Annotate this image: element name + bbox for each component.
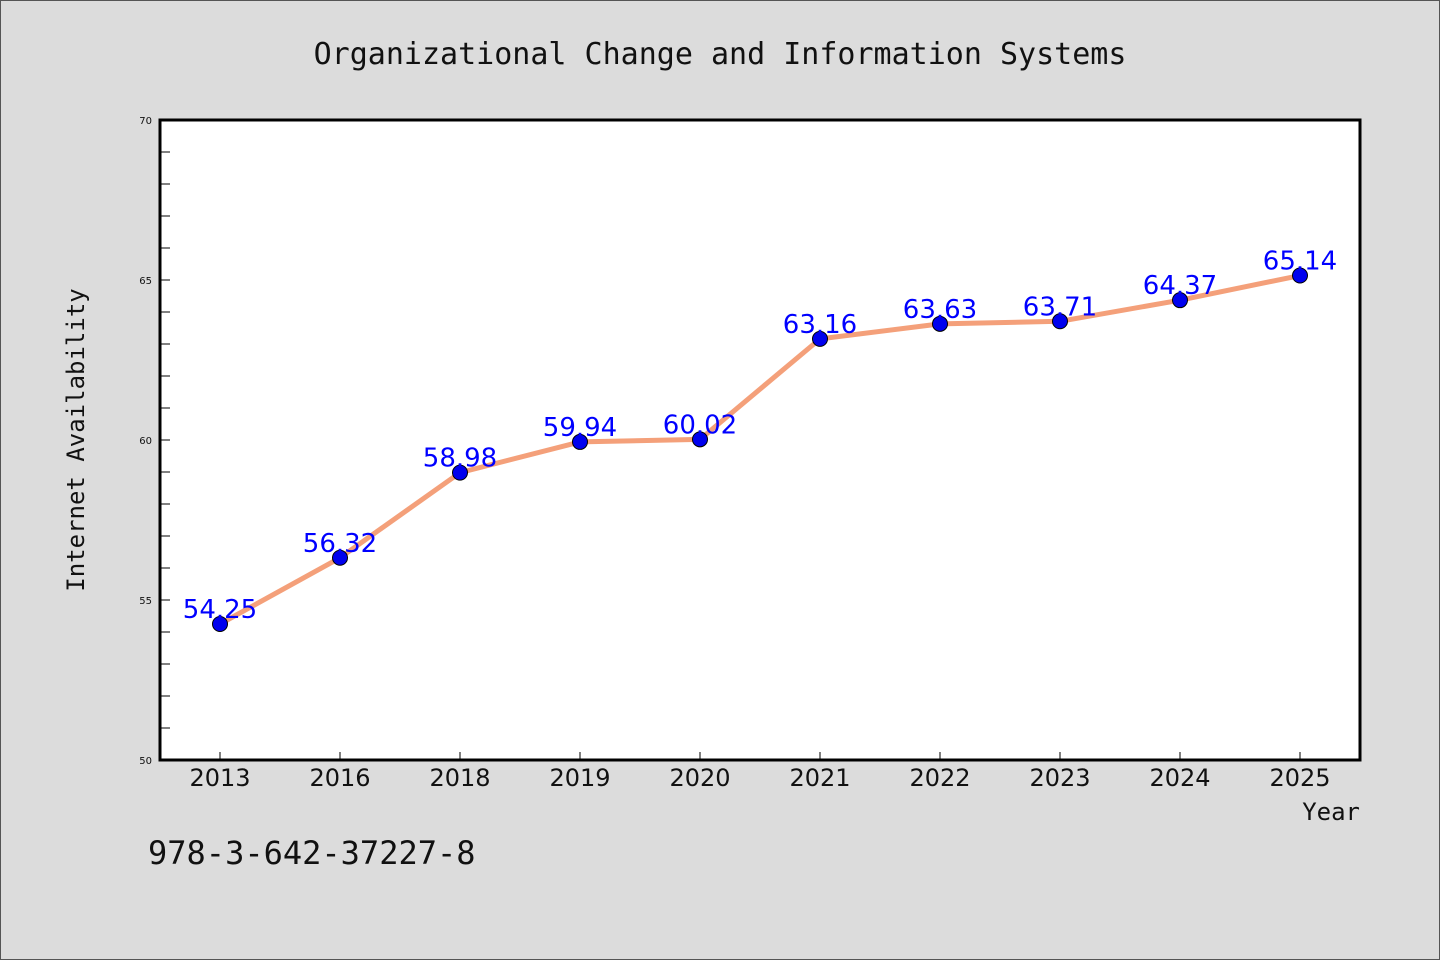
data-point xyxy=(332,549,348,566)
data-label: 63.63 xyxy=(903,295,977,325)
series-line xyxy=(217,273,1303,627)
data-label: 63.16 xyxy=(783,310,857,340)
x-axis-label: Year xyxy=(1302,798,1360,826)
y-tick-label: 55 xyxy=(139,596,152,607)
x-axis: 2013 2016 2018 2019 2020 2021 2022 2023 2024 2025 xyxy=(189,752,1331,792)
data-label: 64.37 xyxy=(1143,271,1217,301)
y-axis: 50 55 60 65 70 xyxy=(139,116,170,767)
data-label: 59.94 xyxy=(543,413,617,443)
x-tick-label: 2024 xyxy=(1149,764,1210,792)
data-point xyxy=(692,431,708,448)
data-label: 58.98 xyxy=(423,444,497,474)
data-point xyxy=(1172,292,1188,309)
x-tick-label: 2023 xyxy=(1029,764,1090,792)
x-tick-label: 2020 xyxy=(669,764,730,792)
data-point xyxy=(932,315,948,332)
x-tick-label: 2016 xyxy=(309,764,370,792)
data-label: 63.71 xyxy=(1023,292,1097,322)
data-label: 60.02 xyxy=(663,410,737,440)
y-axis-label: Internet Availability xyxy=(62,288,90,591)
data-label: 56.32 xyxy=(303,529,377,559)
y-tick-label: 50 xyxy=(139,756,152,767)
plot-area xyxy=(158,118,1362,762)
data-label: 65.14 xyxy=(1263,247,1337,277)
y-tick-label: 70 xyxy=(139,116,152,127)
data-point xyxy=(572,433,588,450)
chart-title: Organizational Change and Information Sy… xyxy=(314,37,1127,72)
y-tick-label: 65 xyxy=(139,276,152,287)
data-point xyxy=(1292,267,1308,284)
x-tick-label: 2021 xyxy=(789,764,850,792)
y-tick-label: 60 xyxy=(139,436,152,447)
data-label: 54.25 xyxy=(183,595,257,625)
data-point xyxy=(212,616,228,632)
x-tick-label: 2013 xyxy=(189,764,250,792)
data-point xyxy=(812,330,828,347)
x-tick-label: 2022 xyxy=(909,764,970,792)
x-tick-label: 2018 xyxy=(429,764,490,792)
footnote: 978-3-642-37227-8 xyxy=(148,834,476,872)
data-point xyxy=(452,464,468,481)
x-tick-label: 2019 xyxy=(549,764,610,792)
x-tick-label: 2025 xyxy=(1269,764,1330,792)
data-point xyxy=(1052,313,1068,330)
series-layer: 54.25 56.32 58.98 59.94 60.02 63.16 63.63 63.71… xyxy=(183,247,1337,632)
